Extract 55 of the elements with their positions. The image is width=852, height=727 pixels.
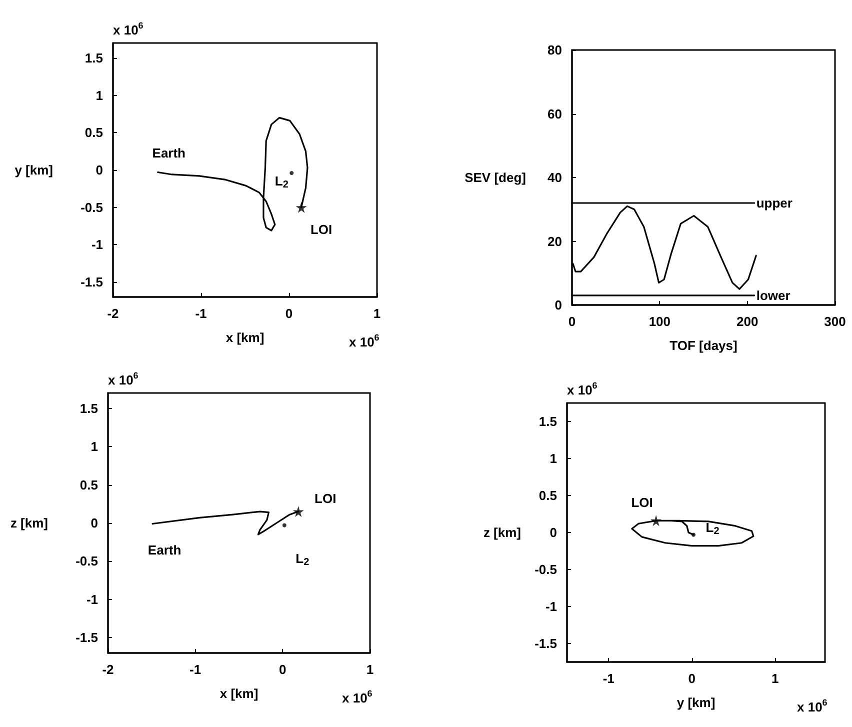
annotation: Earth [148,542,182,558]
y-tick-label: 20 [548,234,562,249]
x-tick-label: 300 [824,314,846,329]
x-axis-title: x [km] [220,686,258,701]
y-tick-label: -0.5 [76,554,98,569]
y-tick-label: 1.5 [538,414,557,429]
y-tick-label: 1.5 [80,400,98,416]
y-axis-title: y [km] [14,162,53,178]
y-tick-label: -1.5 [534,636,557,651]
y-tick-label: 60 [548,106,562,122]
y-tick-label: 0.5 [84,125,103,140]
y-tick-label: 0.5 [538,488,557,503]
annotation: LOI [314,491,336,506]
y-tick-label: 1 [550,451,557,466]
legend-label: lower [756,288,790,303]
y-tick-label: 1 [96,88,103,103]
y-tick-label: -0.5 [80,200,103,215]
x-tick-label: 1 [373,306,381,321]
y-tick-label: -0.5 [534,562,557,577]
x-axis-title: x [km] [226,330,264,345]
x-tick-label: 0 [568,314,576,329]
x-tick-label: -1 [602,671,614,686]
x-tick-label: 200 [736,314,758,329]
x-tick-label: 0 [688,671,696,686]
x-tick-label: -2 [102,662,114,677]
y-tick-label: 80 [548,42,562,58]
y-tick-label: 0 [90,516,98,530]
annotation: Earth [152,146,186,161]
x-axis-title: TOF [days] [670,338,738,353]
y-tick-label: -1.5 [80,274,103,290]
x-tick-label: 0 [285,306,293,321]
y-tick-label: -1.5 [76,630,98,646]
x-tick-label: -2 [107,306,119,321]
annotation: LOI [631,495,653,510]
x-tick-label: 1 [771,671,779,686]
x-tick-label: -1 [190,662,202,677]
y-tick-label: 1 [90,439,98,454]
y-tick-label: 40 [548,170,562,185]
x-tick-label: 1 [366,662,374,677]
y-axis-title: SEV [deg] [464,170,526,185]
y-tick-label: 0 [96,162,103,178]
y-tick-label: -1 [91,237,103,252]
annotation: LOI [310,222,332,237]
y-axis-title: z [km] [10,516,48,530]
x-axis-title: y [km] [676,695,716,710]
x-tick-label: 0 [279,662,286,677]
x-tick-label: -1 [195,306,207,321]
y-tick-label: -1 [545,599,557,614]
y-tick-label: 0 [550,525,557,540]
series-label: upper [756,196,792,210]
y-axis-title: z [km] [483,525,521,540]
y-tick-label: 1.5 [84,50,103,66]
y-tick-label: -1 [86,592,98,607]
x-tick-label: 100 [648,314,671,329]
y-tick-label: 0.5 [80,477,98,492]
